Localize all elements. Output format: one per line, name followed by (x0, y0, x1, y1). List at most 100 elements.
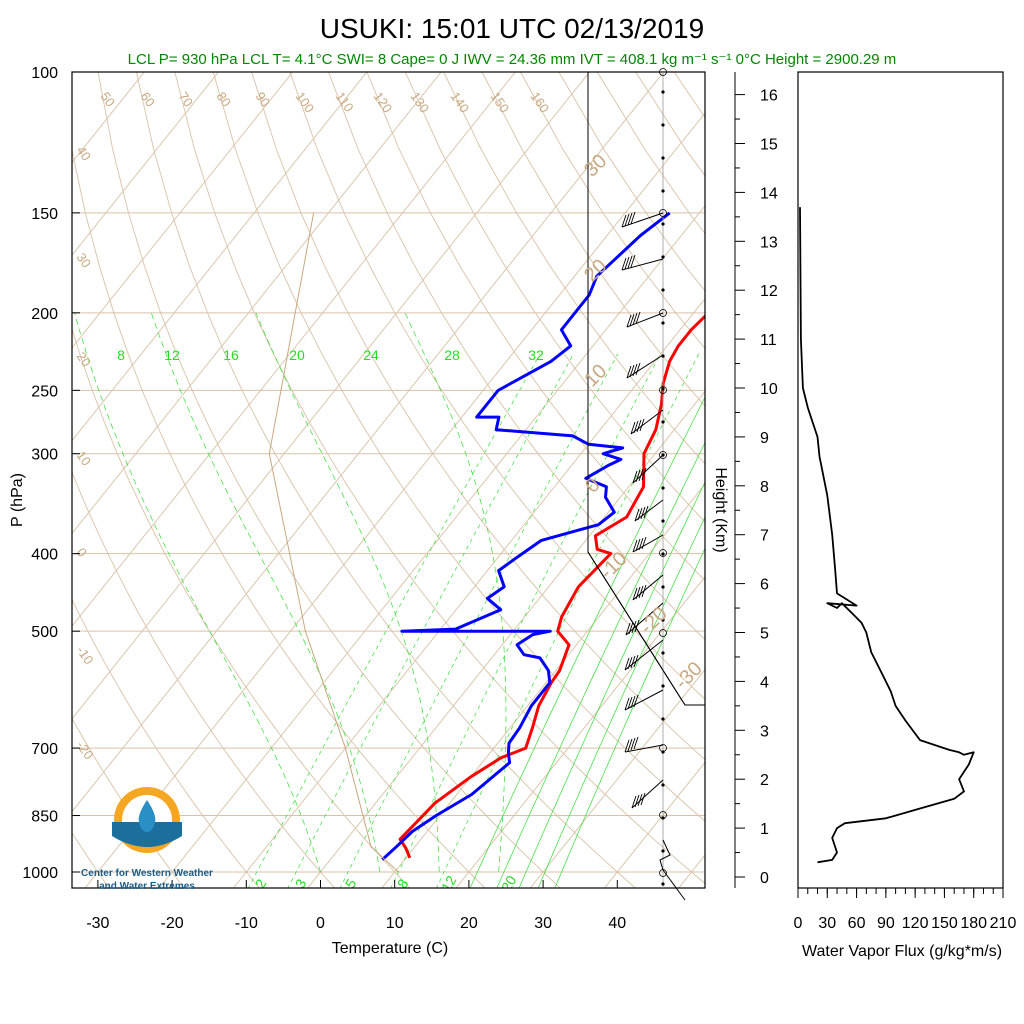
wind-barb-feather (634, 794, 640, 808)
pressure-tick-label: 200 (31, 306, 58, 323)
mixing-ratio-label: 12 (438, 873, 460, 895)
pressure-tick-label: 100 (31, 65, 58, 82)
wind-barb-shaft (625, 602, 664, 636)
flux-axes: 0 30 60 90 120 150 180 210 (794, 888, 1017, 932)
skewt-series-layer (268, 211, 705, 873)
wind-barb-feather (641, 584, 647, 598)
wind-barb-feather (626, 314, 632, 328)
isotherm-line (307, 390, 705, 888)
wind-barb-feather (643, 505, 649, 519)
wind-barb-column (587, 68, 705, 901)
wind-level-circle (659, 386, 667, 394)
wind-barb-feather (635, 469, 641, 483)
height-tick-label: 12 (760, 283, 778, 300)
dry-adiabat-line (72, 717, 185, 888)
temperature-tick-label: -30 (86, 915, 109, 932)
dry-adiabat-label: 70 (176, 89, 197, 109)
dewpoint-profile-line (381, 211, 671, 861)
moist-adiabat-line (150, 312, 381, 873)
water-vapor-flux-line (799, 207, 975, 864)
wind-level-dot (661, 123, 665, 127)
wind-barb-feather (638, 468, 644, 482)
isotherm-line (158, 205, 705, 888)
wind-level-dot (661, 222, 665, 226)
isotherm-line (72, 72, 591, 720)
height-tick-label: 16 (760, 88, 778, 105)
wind-level-dot (661, 288, 665, 292)
flux-tick-label: 30 (818, 915, 836, 932)
temperature-tick-label: 30 (534, 915, 552, 932)
isotherm-line (72, 72, 220, 256)
mixing-ratio-label: 20 (498, 873, 520, 895)
temperature-tick-label: -10 (235, 915, 258, 932)
mixing-ratio-line (537, 516, 705, 888)
wind-barb-shaft (621, 258, 664, 271)
wind-barb-feather (638, 537, 644, 551)
flux-tick-label: 210 (990, 915, 1017, 932)
wind-level-dot (661, 156, 665, 160)
temperature-tick-label: -20 (161, 915, 184, 932)
height-tick-label: 9 (760, 430, 769, 447)
dry-adiabat-line (328, 72, 705, 641)
height-tick-label: 2 (760, 772, 769, 789)
mixing-ratio-label: 5 (342, 876, 360, 891)
dry-adiabat-line (135, 72, 636, 888)
chart-title: USUKI: 15:01 UTC 02/13/2019 (320, 13, 704, 44)
wind-barb-feather (631, 795, 637, 809)
isotherm-line (381, 483, 705, 888)
mixing-ratio-label: 12 (164, 347, 180, 363)
wind-barb-feather (630, 695, 636, 709)
wind-barb-shaft (621, 212, 664, 228)
wind-barb-shaft (630, 409, 664, 435)
flux-tick-label: 180 (960, 915, 987, 932)
wind-level-dot (661, 618, 665, 622)
wind-barb-feather (621, 257, 627, 271)
mixing-ratio-line (339, 353, 619, 888)
temperature-tick-label: 0 (316, 915, 325, 932)
dry-adiabat-line (174, 72, 705, 885)
dry-adiabat-label: -20 (74, 738, 97, 762)
wind-barb-feather (627, 738, 633, 752)
logo-text-line1: Center for Western Weather (81, 868, 213, 879)
wind-barb-shaft (659, 839, 671, 871)
isotherm-line (678, 854, 705, 888)
wind-barb-feather (641, 467, 647, 481)
dry-adiabat-line (212, 72, 705, 822)
skewt-background-lines: 50 60 70 80 90 100 110 120 130 140 150 160403020100… (72, 72, 705, 895)
pressure-tick-label: 250 (31, 383, 58, 400)
dry-adiabat-label: 60 (138, 89, 159, 109)
dry-adiabat-line (443, 72, 705, 465)
wind-barb-feather (640, 792, 646, 806)
wind-level-dot (661, 321, 665, 325)
wind-level-dot (661, 189, 665, 193)
wind-barb-feather (637, 507, 643, 521)
wind-level-dot (661, 849, 665, 853)
wind-barb-feather (632, 587, 638, 601)
height-axis-label: Height (Km) (712, 467, 729, 552)
dry-adiabat-line (366, 72, 705, 582)
wind-barb-feather (638, 585, 644, 599)
height-tick-label: 6 (760, 577, 769, 594)
mixing-ratio-line (287, 353, 575, 888)
dry-adiabat-label: 30 (74, 250, 95, 270)
flux-panel-frame (797, 71, 1004, 889)
dry-adiabat-line (558, 72, 705, 292)
dry-adiabat-line (72, 470, 336, 888)
parcel-path-line (268, 212, 399, 873)
logo-text-line2: and Water Extremes (99, 881, 195, 892)
wind-barb-feather (629, 313, 635, 327)
wind-barb-feather (630, 254, 636, 268)
wind-level-dot (661, 255, 665, 259)
wind-level-dot (661, 585, 665, 589)
moist-adiabat-line (74, 312, 321, 873)
wind-level-circle (659, 309, 667, 317)
wind-barb-feather (630, 737, 636, 751)
wind-barb-feather (632, 470, 638, 484)
wind-barb-feather (624, 697, 630, 711)
dry-adiabat-line (72, 598, 260, 888)
wind-barb-feather (637, 793, 643, 807)
mixing-ratio-label: 8 (117, 347, 125, 363)
dry-adiabat-label: 0 (74, 545, 90, 560)
